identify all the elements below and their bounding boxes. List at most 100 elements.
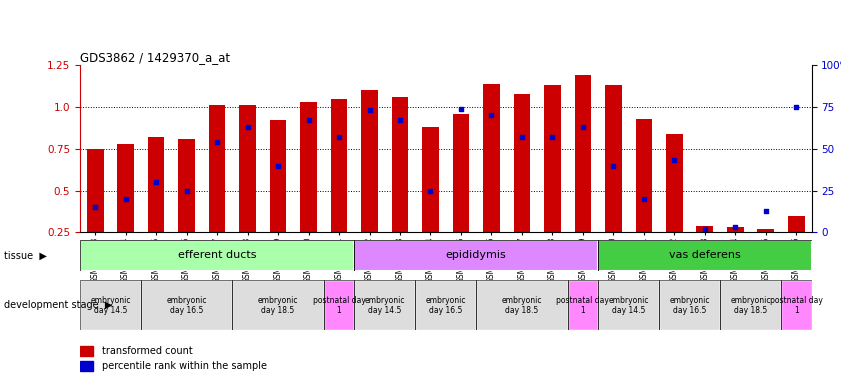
Bar [598,280,659,330]
Bar [354,240,598,271]
Point [332,134,346,140]
Bar [140,280,232,330]
Point [362,107,376,113]
Point [698,226,711,232]
Bar [598,240,812,271]
Bar [178,139,195,232]
Bar [422,127,439,232]
Bar [80,280,140,330]
Bar [148,137,165,232]
Bar [544,85,561,232]
Bar [781,280,812,330]
Bar [415,280,476,330]
Bar [354,280,415,330]
Bar [209,105,225,232]
Bar [80,240,354,271]
Point [728,224,742,230]
Point [302,118,315,124]
Text: embryonic
day 16.5: embryonic day 16.5 [167,296,207,315]
Bar [354,240,598,271]
Point [150,179,163,185]
Text: embryonic
day 16.5: embryonic day 16.5 [669,296,710,315]
Bar [696,226,713,232]
Bar [324,280,354,330]
Bar [568,280,598,330]
Bar [270,121,287,232]
Point [606,162,620,169]
Text: postnatal day
1: postnatal day 1 [770,296,822,315]
Bar [727,227,743,232]
Point [668,157,681,164]
Bar [80,346,93,356]
Point [484,112,498,118]
Bar [659,280,720,330]
Point [394,118,407,124]
Point [516,134,529,140]
Text: efferent ducts: efferent ducts [177,250,257,260]
Bar [239,105,256,232]
Text: embryonic
day 18.5: embryonic day 18.5 [502,296,542,315]
Point [241,124,254,130]
Bar [574,75,591,232]
Bar [788,216,805,232]
Bar [324,280,354,330]
Bar [598,280,659,330]
Bar [354,280,415,330]
Point [637,196,651,202]
Text: tissue  ▶: tissue ▶ [4,250,47,260]
Point [546,134,559,140]
Bar [476,280,568,330]
Bar [361,90,378,232]
Point [759,207,773,214]
Bar [598,240,812,271]
Bar [80,240,354,271]
Point [576,124,590,130]
Bar [605,85,621,232]
Point [272,162,285,169]
Bar [140,280,232,330]
Bar [720,280,781,330]
Text: vas deferens: vas deferens [669,250,741,260]
Bar [300,102,317,232]
Bar [117,144,134,232]
Point [88,204,102,210]
Point [210,139,224,145]
Bar [232,280,324,330]
Bar [659,280,720,330]
Bar [80,361,93,371]
Point [424,187,437,194]
Text: postnatal day
1: postnatal day 1 [313,296,366,315]
Point [454,106,468,112]
Bar [636,119,653,232]
Text: epididymis: epididymis [446,250,506,260]
Bar [80,280,140,330]
Text: embryonic
day 14.5: embryonic day 14.5 [608,296,649,315]
Text: embryonic
day 18.5: embryonic day 18.5 [730,296,771,315]
Bar [452,114,469,232]
Bar [568,280,598,330]
Text: transformed count: transformed count [102,346,193,356]
Bar [392,97,409,232]
Bar [232,280,324,330]
Bar [666,134,683,232]
Text: embryonic
day 14.5: embryonic day 14.5 [364,296,405,315]
Text: GDS3862 / 1429370_a_at: GDS3862 / 1429370_a_at [80,51,230,64]
Bar [781,280,812,330]
Point [790,104,803,110]
Bar [758,229,775,232]
Point [180,187,193,194]
Text: embryonic
day 14.5: embryonic day 14.5 [90,296,130,315]
Bar [415,280,476,330]
Bar [514,94,531,232]
Text: embryonic
day 16.5: embryonic day 16.5 [426,296,466,315]
Text: postnatal day
1: postnatal day 1 [557,296,610,315]
Point [119,196,132,202]
Bar [720,280,781,330]
Bar [476,280,568,330]
Text: development stage  ▶: development stage ▶ [4,300,113,310]
Text: embryonic
day 18.5: embryonic day 18.5 [258,296,299,315]
Text: percentile rank within the sample: percentile rank within the sample [102,361,267,371]
Bar [331,99,347,232]
Bar [87,149,103,232]
Bar [483,84,500,232]
